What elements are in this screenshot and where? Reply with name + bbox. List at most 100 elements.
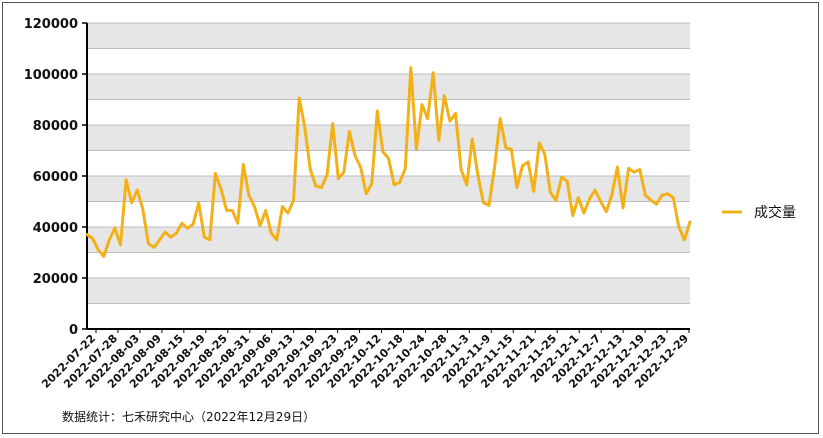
data-point <box>208 238 212 242</box>
grid-band <box>87 48 690 74</box>
data-point <box>515 186 519 189</box>
data-point <box>152 246 156 249</box>
data-point <box>683 238 686 242</box>
data-point <box>459 168 463 171</box>
data-point <box>281 205 284 208</box>
data-point <box>242 163 245 166</box>
data-point <box>314 184 318 188</box>
data-point <box>677 225 681 229</box>
data-point <box>113 227 117 230</box>
data-point <box>476 173 480 176</box>
data-point <box>688 220 692 224</box>
data-point <box>270 232 273 235</box>
y-axis: 0 20000 40000 60000 80000 100000 120000 <box>24 17 88 338</box>
data-point <box>124 178 128 182</box>
data-point <box>191 223 195 226</box>
y-tick-label: 120000 <box>24 17 78 32</box>
data-point <box>398 181 402 184</box>
data-point <box>644 193 647 197</box>
data-point <box>599 200 602 203</box>
grid-band <box>87 278 690 304</box>
data-point <box>303 126 307 129</box>
data-point <box>292 198 295 202</box>
source-note: 数据统计：七禾研究中心（2022年12月29日） <box>62 409 315 424</box>
data-point <box>420 103 424 106</box>
grid-band <box>87 252 690 278</box>
data-point <box>91 237 94 240</box>
data-point <box>588 197 591 201</box>
data-point <box>325 173 329 176</box>
data-point <box>264 209 268 212</box>
x-axis: 2022-07-222022-07-282022-08-032022-08-09… <box>39 328 691 391</box>
data-point <box>549 191 552 194</box>
data-point <box>632 170 636 174</box>
data-point <box>297 96 301 100</box>
data-point <box>108 238 111 242</box>
data-point <box>627 167 630 170</box>
data-point <box>565 179 569 183</box>
data-point <box>337 177 340 180</box>
data-point <box>364 192 368 196</box>
data-point <box>532 190 535 193</box>
data-point <box>504 146 508 150</box>
data-point <box>404 167 407 170</box>
data-point <box>487 204 491 207</box>
data-point <box>370 182 374 185</box>
data-point <box>309 168 312 171</box>
y-tick-label: 100000 <box>24 68 78 83</box>
data-point <box>521 164 524 168</box>
data-point <box>342 170 346 174</box>
data-point <box>426 117 429 120</box>
data-point <box>560 176 563 179</box>
data-point <box>141 207 145 211</box>
data-point <box>147 242 150 245</box>
data-point <box>443 94 446 97</box>
data-point <box>214 172 217 175</box>
gridlines <box>87 22 690 304</box>
data-point <box>353 154 357 157</box>
data-point <box>169 235 173 239</box>
series-lines <box>85 66 692 258</box>
data-point <box>203 235 206 239</box>
data-point <box>543 153 547 156</box>
data-point <box>666 192 669 196</box>
data-point <box>415 147 418 151</box>
data-point <box>258 224 262 227</box>
data-point <box>672 196 675 199</box>
grid-band <box>87 303 690 329</box>
data-point <box>577 196 580 199</box>
data-point <box>376 109 379 113</box>
data-point <box>275 238 279 242</box>
data-point <box>230 209 234 212</box>
data-point <box>616 165 619 169</box>
data-point <box>649 198 653 202</box>
data-point <box>286 211 290 215</box>
data-point <box>593 188 597 192</box>
grid-band <box>87 201 690 227</box>
legend-label: 成交量 <box>754 204 796 221</box>
data-point <box>136 188 139 192</box>
data-point <box>359 165 362 169</box>
data-point <box>638 168 642 171</box>
data-point <box>225 209 228 212</box>
data-point <box>219 187 223 191</box>
grid-band <box>87 23 690 49</box>
data-point <box>582 211 586 215</box>
data-point <box>538 141 541 145</box>
data-point <box>247 193 251 197</box>
data-point <box>130 201 133 205</box>
y-tick-label: 0 <box>69 323 78 338</box>
data-point <box>621 206 625 210</box>
data-point <box>437 139 441 142</box>
data-point <box>158 238 161 242</box>
data-point <box>85 233 89 236</box>
data-point <box>465 183 469 187</box>
data-point <box>605 210 608 213</box>
y-tick-label: 20000 <box>33 272 78 287</box>
data-point <box>610 193 614 197</box>
data-point <box>660 193 664 197</box>
data-point <box>331 122 335 125</box>
data-point <box>175 232 178 235</box>
data-point <box>498 117 502 120</box>
data-point <box>448 119 452 123</box>
